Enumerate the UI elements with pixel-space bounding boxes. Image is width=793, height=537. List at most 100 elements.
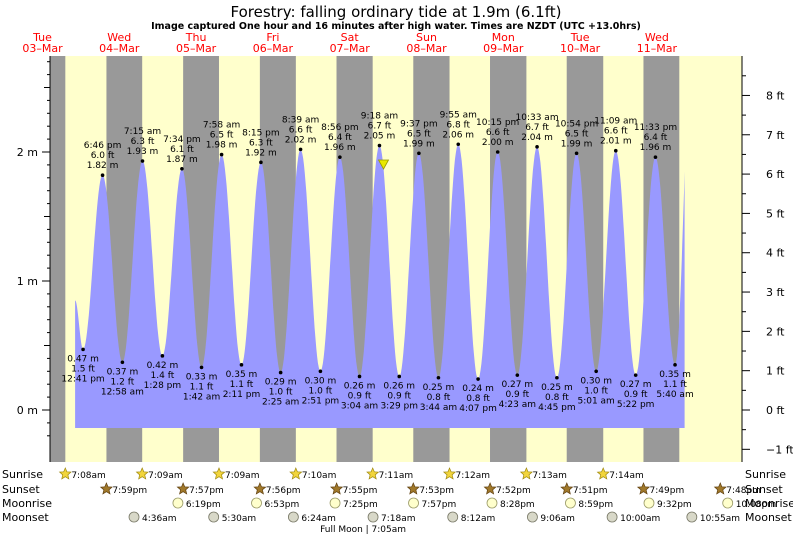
extreme-ft-label: 0.8 ft bbox=[427, 393, 451, 403]
left-axis-tick-label: 2 m bbox=[17, 146, 38, 159]
extreme-time-label: 10:54 pm bbox=[555, 119, 598, 129]
sunrise-time: 7:09am bbox=[148, 471, 183, 481]
current-tide-marker bbox=[377, 159, 390, 170]
extreme-point bbox=[436, 375, 441, 380]
extreme-m-label: 1.87 m bbox=[166, 155, 198, 165]
moonset-icon bbox=[287, 511, 299, 523]
axes: 0 m 1 m 2 m −1 ft 0 ft 1 ft 2 ft 3 ft 4 ft 5 ft 6 … bbox=[17, 56, 793, 462]
extreme-time-label: 12:58 am bbox=[101, 387, 144, 397]
moonrise-time: 7:57pm bbox=[422, 500, 457, 510]
moonrise-time: 6:53pm bbox=[265, 500, 300, 510]
left-axis-tick-label: 0 m bbox=[17, 404, 38, 417]
extreme-time-label: 2:51 pm bbox=[302, 396, 340, 406]
extreme-time-label: 11:09 am bbox=[594, 117, 637, 127]
right-axis-tick-label: 6 ft bbox=[766, 168, 785, 181]
extreme-m-label: 1.99 m bbox=[561, 139, 593, 149]
extreme-time-label: 9:18 am bbox=[361, 112, 398, 122]
extreme-m-label: 0.30 m bbox=[580, 376, 612, 386]
extreme-time-label: 1:42 am bbox=[183, 392, 220, 402]
sunrise-icon bbox=[58, 467, 72, 480]
right-axis-tick-label: 7 ft bbox=[766, 129, 785, 142]
extreme-ft-label: 1.0 ft bbox=[584, 386, 608, 396]
moonset-time: 10:55am bbox=[700, 514, 740, 524]
extreme-time-label: 8:56 pm bbox=[321, 123, 359, 133]
moonrise-time: 10:08pm bbox=[736, 500, 776, 510]
extreme-point bbox=[495, 150, 500, 154]
extreme-time-label: 3:44 am bbox=[420, 403, 457, 413]
extreme-point bbox=[278, 370, 283, 375]
sunset-icon bbox=[483, 482, 497, 495]
day-date: 08–Mar bbox=[406, 42, 447, 55]
sunset-icon bbox=[713, 482, 727, 495]
sunset-time: 7:49pm bbox=[650, 486, 685, 496]
day-date: 09–Mar bbox=[483, 42, 524, 55]
extreme-time-label: 4:07 pm bbox=[459, 404, 497, 414]
extreme-ft-label: 6.7 ft bbox=[368, 122, 392, 132]
extreme-m-label: 0.25 m bbox=[423, 383, 455, 393]
extreme-time-label: 7:34 pm bbox=[163, 135, 201, 145]
moonrise-icon bbox=[643, 497, 655, 509]
extreme-ft-label: 0.8 ft bbox=[466, 394, 490, 404]
day-of-week: Tue bbox=[32, 31, 52, 44]
extreme-time-label: 10:33 am bbox=[516, 113, 559, 123]
moonset-time: 6:24am bbox=[301, 514, 336, 524]
day-headers: Tue03–MarWed04–MarThu05–MarFri06–MarSat0… bbox=[22, 31, 677, 55]
moonrise-time: 7:25pm bbox=[343, 500, 378, 510]
sunset-time: 7:55pm bbox=[343, 486, 378, 496]
extreme-ft-label: 1.1 ft bbox=[663, 380, 687, 390]
extreme-m-label: 0.29 m bbox=[265, 378, 297, 388]
extreme-time-label: 8:15 pm bbox=[242, 128, 280, 138]
extreme-time-label: 10:15 pm bbox=[476, 118, 519, 128]
extreme-time-label: 4:23 am bbox=[499, 400, 536, 410]
sunset-icon bbox=[636, 482, 651, 495]
sunset-time: 7:51pm bbox=[573, 486, 608, 496]
extreme-point bbox=[140, 159, 145, 163]
extreme-point bbox=[417, 151, 421, 156]
sunrise-icon bbox=[289, 467, 303, 480]
extreme-ft-label: 1.0 ft bbox=[309, 386, 333, 396]
extreme-point bbox=[653, 155, 658, 159]
extreme-point bbox=[259, 160, 263, 165]
extreme-ft-label: 6.6 ft bbox=[289, 125, 313, 135]
extreme-ft-label: 0.9 ft bbox=[505, 390, 529, 400]
extreme-m-label: 2.06 m bbox=[442, 130, 474, 140]
right-axis-tick-label: 5 ft bbox=[766, 207, 785, 220]
extreme-m-label: 0.26 m bbox=[383, 381, 415, 391]
day-of-week: Mon bbox=[492, 31, 515, 44]
sunrise-time: 7:13am bbox=[532, 471, 567, 481]
day-of-week: Wed bbox=[645, 31, 669, 44]
extreme-point bbox=[574, 151, 579, 156]
chart-title: Forestry: falling ordinary tide at 1.9m … bbox=[231, 3, 562, 21]
extreme-point bbox=[219, 152, 224, 157]
sunrise-time: 7:11am bbox=[379, 471, 414, 481]
extreme-ft-label: 6.0 ft bbox=[91, 151, 115, 161]
extreme-ft-label: 0.8 ft bbox=[545, 393, 569, 403]
extreme-m-label: 0.24 m bbox=[462, 384, 494, 394]
right-axis-tick-label: 2 ft bbox=[766, 325, 785, 338]
extreme-point bbox=[613, 148, 618, 153]
moonset-icon bbox=[367, 511, 379, 523]
astro-row-label-right: Moonset bbox=[745, 511, 792, 524]
moonrise-icon bbox=[251, 497, 262, 509]
right-axis-tick-label: 8 ft bbox=[766, 89, 785, 102]
extreme-m-label: 0.26 m bbox=[344, 381, 376, 391]
sunrise-icon bbox=[596, 467, 610, 480]
right-axis-tick-label: 4 ft bbox=[766, 247, 785, 260]
astro-row-label-left: Sunset bbox=[2, 483, 40, 496]
extreme-ft-label: 6.5 ft bbox=[407, 129, 431, 139]
extreme-ft-label: 0.9 ft bbox=[624, 390, 648, 400]
sunrise-icon bbox=[135, 467, 149, 480]
sunset-icon bbox=[330, 482, 344, 495]
extreme-m-label: 1.93 m bbox=[127, 147, 159, 157]
extreme-m-label: 1.99 m bbox=[403, 139, 435, 149]
extreme-point bbox=[160, 354, 165, 358]
sunset-time: 7:59pm bbox=[112, 486, 147, 496]
extreme-m-label: 0.35 m bbox=[659, 370, 691, 380]
extreme-time-label: 3:29 pm bbox=[380, 401, 418, 411]
sunrise-time: 7:08am bbox=[71, 471, 106, 481]
extreme-m-label: 1.82 m bbox=[87, 161, 119, 171]
extreme-time-label: 5:01 am bbox=[577, 396, 614, 406]
extreme-point bbox=[594, 369, 598, 374]
